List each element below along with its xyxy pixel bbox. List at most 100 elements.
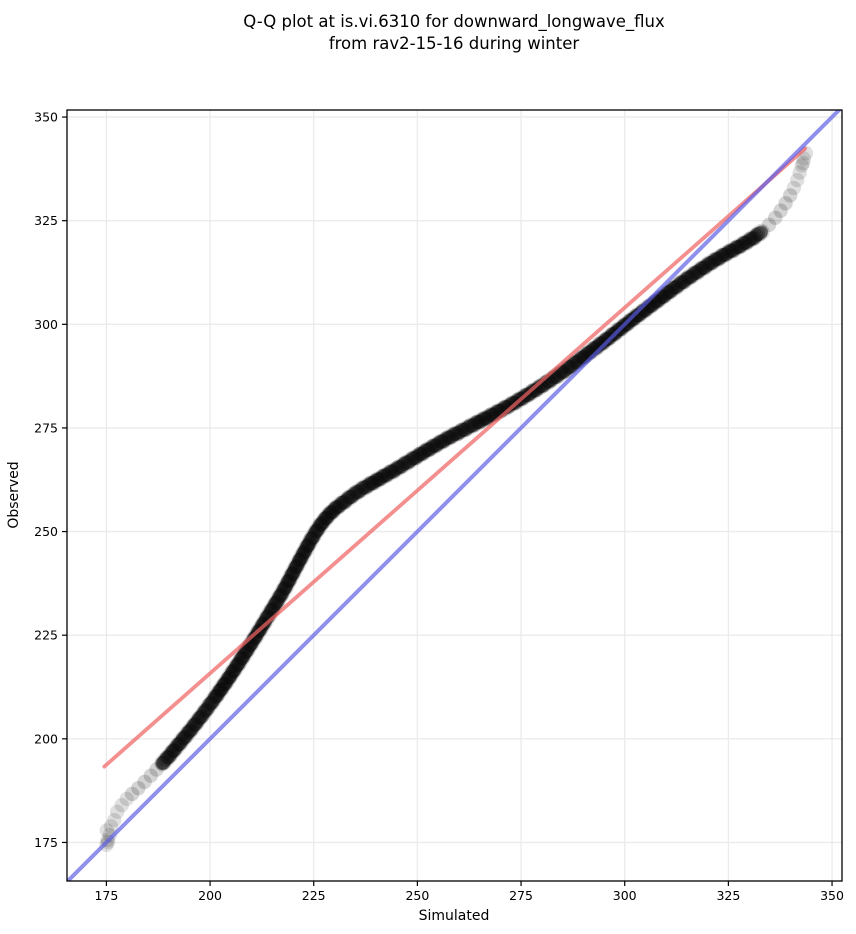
scatter-point-dense [752, 226, 767, 241]
scatter-point-dense [285, 566, 301, 581]
scatter-point-dense [745, 231, 760, 246]
scatter-point-dense [349, 484, 364, 500]
scatter-point-dense [240, 642, 255, 658]
scatter-point-dense [156, 755, 172, 770]
scatter-point-dense [210, 688, 225, 703]
scatter-point-dense [330, 500, 346, 515]
scatter-point-dense [701, 256, 716, 271]
axes-frame [66, 109, 843, 882]
scatter-point-dense [563, 359, 578, 375]
scatter-point-dense [283, 569, 299, 584]
scatter-point-dense [359, 480, 374, 495]
scatter-point-dense [322, 505, 338, 520]
scatter-point-dense [177, 730, 192, 745]
scatter-point-dense [720, 245, 735, 260]
scatter-point-dense [711, 251, 726, 267]
scatter-point-dense [191, 711, 207, 726]
scatter-point-dense [363, 476, 378, 491]
scatter-point-dense [193, 710, 208, 725]
x-tick-label: 300 [613, 888, 637, 903]
scatter-point-dense [555, 364, 571, 380]
scatter-point-dense [221, 670, 237, 685]
scatter-points [99, 145, 814, 853]
scatter-point-dense [662, 285, 677, 300]
scatter-point-dense [218, 676, 233, 691]
scatter-point-dense [722, 243, 737, 258]
scatter-point-dense [690, 265, 705, 280]
scatter-point-dense [474, 413, 489, 428]
scatter-point-dense [224, 666, 239, 682]
scatter-dense-core [155, 225, 769, 770]
scatter-point-dense [730, 239, 745, 254]
scatter-point-dense [659, 286, 674, 301]
scatter-point-dense [500, 400, 516, 415]
scatter-point-dense [467, 417, 482, 433]
scatter-point-dense [594, 336, 609, 351]
scatter-point-dense [239, 644, 254, 659]
scatter-point-dense [400, 455, 416, 470]
x-tick-label: 350 [820, 888, 844, 903]
scatter-point-dense [713, 250, 728, 265]
x-tick-label: 175 [94, 888, 118, 903]
scatter-point-dense [170, 738, 185, 753]
scatter-point-dense [284, 566, 300, 582]
scatter-point-dense [479, 411, 495, 426]
scatter-point-dense [379, 468, 394, 483]
scatter-point-dense [189, 716, 204, 731]
scatter-point-dense [694, 261, 709, 276]
scatter-point-dense [159, 750, 175, 765]
scatter-point-dense [162, 748, 178, 763]
scatter-point-dense [406, 450, 422, 466]
scatter-point-dense [481, 409, 497, 424]
scatter-point-dense [660, 284, 675, 300]
y-tick-label: 250 [34, 524, 58, 539]
scatter-point-dense [392, 460, 407, 475]
scatter-point-dense [187, 717, 202, 732]
scatter-point-dense [625, 312, 641, 327]
scatter-point-dense [246, 632, 261, 647]
scatter-point-dense [316, 514, 331, 529]
scatter-point-dense [561, 359, 576, 375]
scatter-point-dense [321, 507, 336, 522]
scatter-point-dense [216, 678, 231, 693]
scatter-point-dense [180, 726, 195, 741]
scatter-point-dense [309, 523, 325, 538]
scatter-point-dense [325, 504, 341, 519]
scatter-point-dense [396, 456, 411, 471]
scatter-point-dense [229, 657, 245, 673]
y-tick-label: 225 [34, 628, 58, 643]
scatter-point [773, 203, 788, 218]
scatter-point-dense [164, 745, 179, 760]
scatter-point-light [790, 172, 805, 188]
scatter-point-dense [390, 460, 405, 475]
scatter-point-dense [291, 556, 306, 571]
scatter-point-dense [419, 442, 435, 457]
scatter-point-dense [181, 724, 197, 739]
scatter-point-dense [303, 532, 318, 547]
scatter-point [778, 196, 793, 211]
scatter-point-dense [716, 247, 732, 262]
scatter-point-dense [458, 422, 474, 437]
scatter-point-dense [168, 741, 183, 756]
scatter-point-dense [334, 495, 349, 511]
scatter-point-dense [194, 709, 210, 724]
scatter-point-dense [527, 383, 542, 398]
scatter-point-dense [366, 475, 381, 491]
scatter-point-dense [695, 260, 711, 276]
scatter-point-dense [312, 518, 327, 533]
scatter-point-dense [703, 256, 718, 271]
scatter-point-dense [328, 500, 344, 515]
scatter-point-dense [370, 472, 385, 487]
scatter-point-dense [311, 521, 326, 537]
scatter-point-dense [271, 590, 287, 605]
scatter-point [768, 210, 783, 225]
scatter-point-dense [351, 484, 366, 500]
scatter-point-dense [430, 436, 446, 451]
scatter-point-dense [183, 723, 198, 739]
scatter-point-dense [353, 483, 368, 498]
scatter-point-dense [368, 473, 383, 488]
scatter-point-dense [714, 248, 730, 263]
scatter-point-dense [275, 585, 290, 600]
scatter-point-dense [274, 587, 289, 603]
scatter-point-dense [155, 756, 170, 771]
